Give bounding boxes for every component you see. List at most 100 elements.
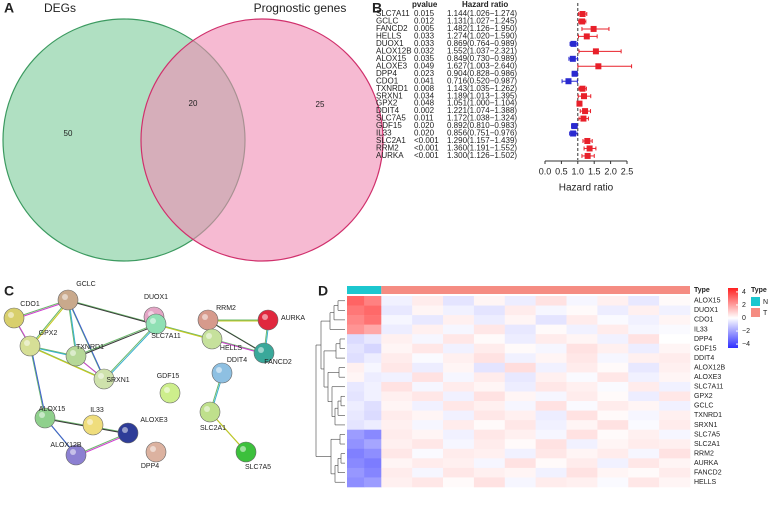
heat-cell: [412, 439, 444, 450]
pvalue: 0.008: [414, 84, 435, 93]
heat-cell: [566, 305, 598, 316]
heat-cell: [412, 372, 444, 383]
pvalue: 0.012: [414, 17, 435, 26]
heat-cell: [364, 324, 382, 335]
heat-cell: [381, 391, 413, 402]
heat-cell: [473, 410, 506, 421]
heat-cell: [443, 296, 475, 306]
gene-label: CDO1: [376, 76, 399, 85]
gene-label: DPP4: [376, 69, 397, 78]
gene-label: GDF15: [376, 121, 402, 130]
pvalue: <0.001: [414, 136, 439, 145]
heat-cell: [659, 429, 691, 440]
network-node: [235, 441, 257, 463]
heat-cell: [566, 362, 598, 373]
heat-cell: [659, 353, 691, 364]
pvalue: 0.023: [414, 69, 435, 78]
row-label: GDF15: [694, 345, 717, 352]
heat-cell: [597, 372, 629, 383]
heat-cell: [412, 410, 444, 421]
network-node: [199, 401, 221, 423]
heat-cell: [381, 410, 413, 421]
heat-cell: [473, 420, 506, 430]
network-node: [19, 335, 41, 357]
pvalue: 0.032: [414, 46, 435, 55]
network-node: [159, 382, 181, 404]
network-node: [211, 362, 233, 384]
heat-cell: [412, 353, 444, 364]
heat-cell: [364, 477, 382, 488]
gene-label: ALOX12B: [376, 46, 412, 55]
heat-cell: [364, 401, 382, 411]
heat-cell: [364, 439, 382, 450]
heat-cell: [347, 362, 365, 373]
heat-cell: [364, 381, 382, 392]
hr-label: 0.892(0.810−0.983): [447, 121, 517, 130]
network-edge: [29, 345, 46, 419]
heat-cell: [628, 410, 660, 421]
z-tick-label: −4: [742, 341, 750, 348]
hr-box: [569, 55, 576, 62]
pvalue: 0.033: [414, 39, 435, 48]
heat-cell: [659, 343, 691, 354]
heat-cell: [597, 448, 629, 459]
type-bar: [347, 286, 382, 294]
heat-cell: [566, 353, 598, 364]
heat-cell: [381, 315, 413, 325]
gene-label: GPX2: [376, 99, 398, 108]
network-edge: [75, 323, 157, 357]
heat-cell: [412, 391, 444, 402]
row-label: ALOXE3: [694, 374, 721, 381]
heat-cell: [412, 362, 444, 373]
gene-label: AURKA: [376, 151, 404, 160]
x-tick-label: 0.5: [555, 166, 568, 176]
hr-box: [595, 63, 602, 70]
pvalue: 0.041: [414, 76, 435, 85]
type-bar: [381, 286, 690, 294]
pvalue: 0.020: [414, 121, 435, 130]
hr-box: [565, 78, 572, 85]
row-label: HELLS: [694, 479, 717, 486]
heat-cell: [566, 448, 598, 459]
heat-cell: [659, 477, 691, 488]
pvalue: 0.034: [414, 91, 435, 100]
pvalue: <0.001: [414, 151, 439, 160]
heat-cell: [535, 305, 567, 316]
heat-cell: [412, 334, 444, 345]
row-label: SLC2A1: [694, 441, 720, 448]
heat-cell: [347, 401, 365, 411]
node-label: SLC7A5: [245, 464, 271, 471]
gene-label: RRM2: [376, 144, 399, 153]
heat-cell: [504, 324, 536, 335]
network-node: [257, 309, 279, 331]
row-label: AURKA: [694, 460, 718, 467]
heat-cell: [504, 315, 536, 325]
node-highlight: [62, 294, 68, 300]
heat-cell: [659, 420, 691, 430]
heat-cell: [659, 296, 691, 306]
gene-label: FANCD2: [376, 24, 408, 33]
heat-cell: [473, 458, 506, 469]
network-edge: [67, 299, 157, 325]
heat-cell: [381, 324, 413, 335]
node-highlight: [98, 373, 104, 379]
node-highlight: [202, 314, 208, 320]
network-edge: [104, 324, 158, 381]
heat-cell: [535, 343, 567, 354]
heat-cell: [535, 381, 567, 392]
heat-cell: [628, 391, 660, 402]
heat-cell: [381, 372, 413, 383]
hr-label: 1.274(1.020−1.590): [447, 32, 517, 41]
heat-cell: [535, 353, 567, 364]
heat-cell: [597, 334, 629, 345]
row-label: ALOX12B: [694, 364, 725, 371]
z-tick-label: 0: [742, 315, 746, 322]
heat-cell: [659, 391, 691, 402]
heat-cell: [364, 343, 382, 354]
row-label: GCLC: [694, 403, 713, 410]
node-label: CDO1: [20, 301, 40, 308]
heat-cell: [628, 401, 660, 411]
heat-cell: [347, 372, 365, 383]
node-highlight: [8, 312, 14, 318]
